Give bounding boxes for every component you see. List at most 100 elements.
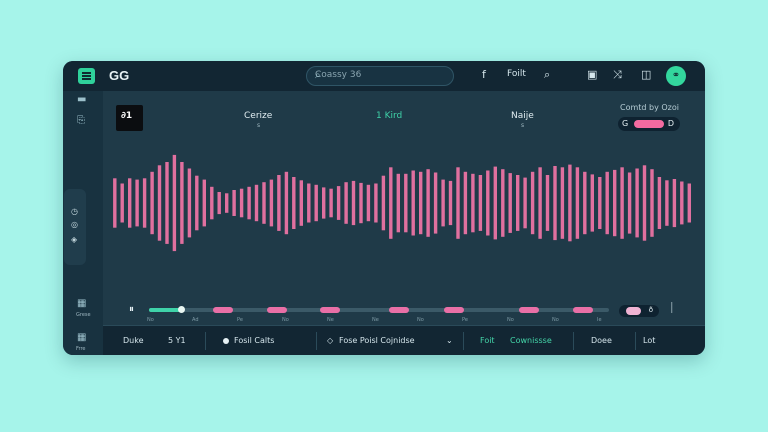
- toggle-left-label: G: [622, 119, 629, 128]
- channel-left-title[interactable]: Cerize: [244, 111, 273, 121]
- bottom-item-cownissse[interactable]: Cownissse: [510, 336, 552, 345]
- timeline-marker[interactable]: [389, 307, 409, 313]
- bottom-item-lot[interactable]: Lot: [643, 336, 656, 345]
- waveform-bar: [657, 177, 662, 229]
- waveform-bar: [120, 183, 124, 223]
- shuffle-icon[interactable]: ⤨: [613, 68, 622, 81]
- app-title: GG: [109, 68, 130, 83]
- waveform-bar: [553, 166, 557, 241]
- waveform-bar: [598, 177, 602, 229]
- waveform-bar: [605, 171, 609, 235]
- clock-icon[interactable]: ◷: [71, 207, 78, 216]
- chevron-down-icon[interactable]: ⌄: [446, 336, 453, 345]
- topbar-text-link[interactable]: Foilt: [507, 69, 526, 79]
- waveform-bar: [456, 167, 460, 239]
- grid-icon[interactable]: ▦: [77, 332, 87, 343]
- waveform-bar: [635, 168, 639, 238]
- waveform-bar: [142, 178, 147, 228]
- timeline-marker[interactable]: [519, 307, 539, 313]
- channel-mid-title[interactable]: 1 Kird: [376, 111, 403, 121]
- waveform-bar: [493, 166, 497, 240]
- waveform-bar: [128, 178, 132, 228]
- volume-label: ð: [648, 306, 653, 314]
- timeline-marker[interactable]: [213, 307, 233, 313]
- waveform-bar: [187, 168, 192, 238]
- search-input[interactable]: Coassy 36: [315, 70, 362, 80]
- pause-button[interactable]: ⏸: [129, 304, 134, 315]
- channel-right-sub: s: [521, 122, 525, 129]
- waveform-bar: [381, 175, 386, 231]
- waveform-bar: [351, 180, 356, 226]
- camera-icon[interactable]: ▣: [587, 68, 598, 81]
- channel-left-sub: s: [257, 122, 261, 129]
- timeline-tick-label: Ie: [597, 317, 602, 323]
- waveform-bar: [239, 188, 244, 218]
- timeline-tick-label: Ne: [327, 317, 334, 323]
- waveform[interactable]: [111, 139, 693, 283]
- waveform-bar: [404, 173, 408, 233]
- timeline-tick-label: Ad: [192, 317, 199, 323]
- tag-icon[interactable]: ◈: [71, 235, 78, 244]
- bottom-item-foit[interactable]: Foit: [480, 336, 495, 345]
- settings-icon[interactable]: ◎: [71, 220, 78, 229]
- app-logo-icon[interactable]: [78, 68, 95, 84]
- search-bar[interactable]: Coassy 36 ⌕: [306, 66, 454, 86]
- waveform-bar: [232, 190, 236, 216]
- waveform-bar: [568, 164, 572, 242]
- sidebar-label-a: Grese: [76, 312, 91, 318]
- sidebar-tool-group: ◷ ◎ ◈: [64, 189, 86, 265]
- bottom-item-dropdown[interactable]: Fose Poisl Cojnidse: [339, 336, 415, 345]
- bottom-item-count[interactable]: 5 Y1: [168, 336, 186, 345]
- box-icon[interactable]: ▦: [77, 298, 87, 309]
- mode-toggle[interactable]: G D: [618, 117, 680, 131]
- waveform-bar: [419, 171, 423, 235]
- toggle-right-label: D: [667, 119, 674, 128]
- waveform-bar: [620, 167, 624, 239]
- toggle-knob[interactable]: [634, 120, 664, 128]
- waveform-bar: [165, 162, 169, 244]
- waveform-bar: [135, 179, 139, 227]
- waveform-bar: [426, 169, 430, 237]
- bottom-item-doee[interactable]: Doee: [591, 336, 612, 345]
- timeline-marker[interactable]: [267, 307, 287, 313]
- waveform-bar: [225, 193, 229, 213]
- channel-right-title[interactable]: Naije: [511, 111, 534, 121]
- divider: [463, 332, 464, 350]
- timeline-marker[interactable]: [444, 307, 464, 313]
- waveform-bar: [665, 180, 669, 226]
- timeline-track[interactable]: [149, 306, 609, 313]
- timeline-marker[interactable]: [573, 307, 593, 313]
- facebook-icon[interactable]: f: [482, 68, 486, 81]
- waveform-bar: [314, 184, 318, 222]
- end-marker-icon[interactable]: ⏐: [669, 303, 675, 314]
- share-icon[interactable]: ⎘: [77, 115, 85, 126]
- timeline-tick-label: Pe: [462, 317, 468, 323]
- waveform-bar: [262, 182, 266, 224]
- search-icon-secondary[interactable]: ⌕: [544, 68, 551, 81]
- bottom-item-calts[interactable]: Fosil Calts: [234, 336, 275, 345]
- timeline-progress: [149, 308, 182, 312]
- search-icon[interactable]: ⌕: [315, 70, 321, 81]
- waveform-bar: [322, 187, 326, 219]
- divider: [316, 332, 317, 350]
- waveform-bar: [411, 170, 415, 236]
- waveform-bar: [299, 180, 303, 226]
- user-avatar[interactable]: ⚭: [666, 66, 686, 86]
- waveform-bar: [374, 183, 378, 223]
- bottom-item-duke[interactable]: Duke: [123, 336, 144, 345]
- waveform-bar: [284, 171, 289, 235]
- waveform-bar: [530, 171, 535, 235]
- volume-control[interactable]: ð: [619, 305, 659, 317]
- corner-label: Comtd by Ozoi: [620, 103, 679, 112]
- volume-knob[interactable]: [626, 307, 641, 315]
- waveform-bar: [687, 183, 691, 223]
- track-thumbnail[interactable]: ∂1: [116, 105, 143, 131]
- waveform-bar: [501, 169, 505, 237]
- waveform-bar: [269, 179, 274, 227]
- panel-icon[interactable]: ◫: [641, 68, 652, 81]
- gamepad-icon[interactable]: ▬: [77, 94, 87, 105]
- timeline-marker[interactable]: [320, 307, 340, 313]
- timeline-playhead[interactable]: [178, 306, 186, 313]
- waveform-bar: [523, 177, 527, 229]
- timeline-tick-label: No: [507, 317, 514, 323]
